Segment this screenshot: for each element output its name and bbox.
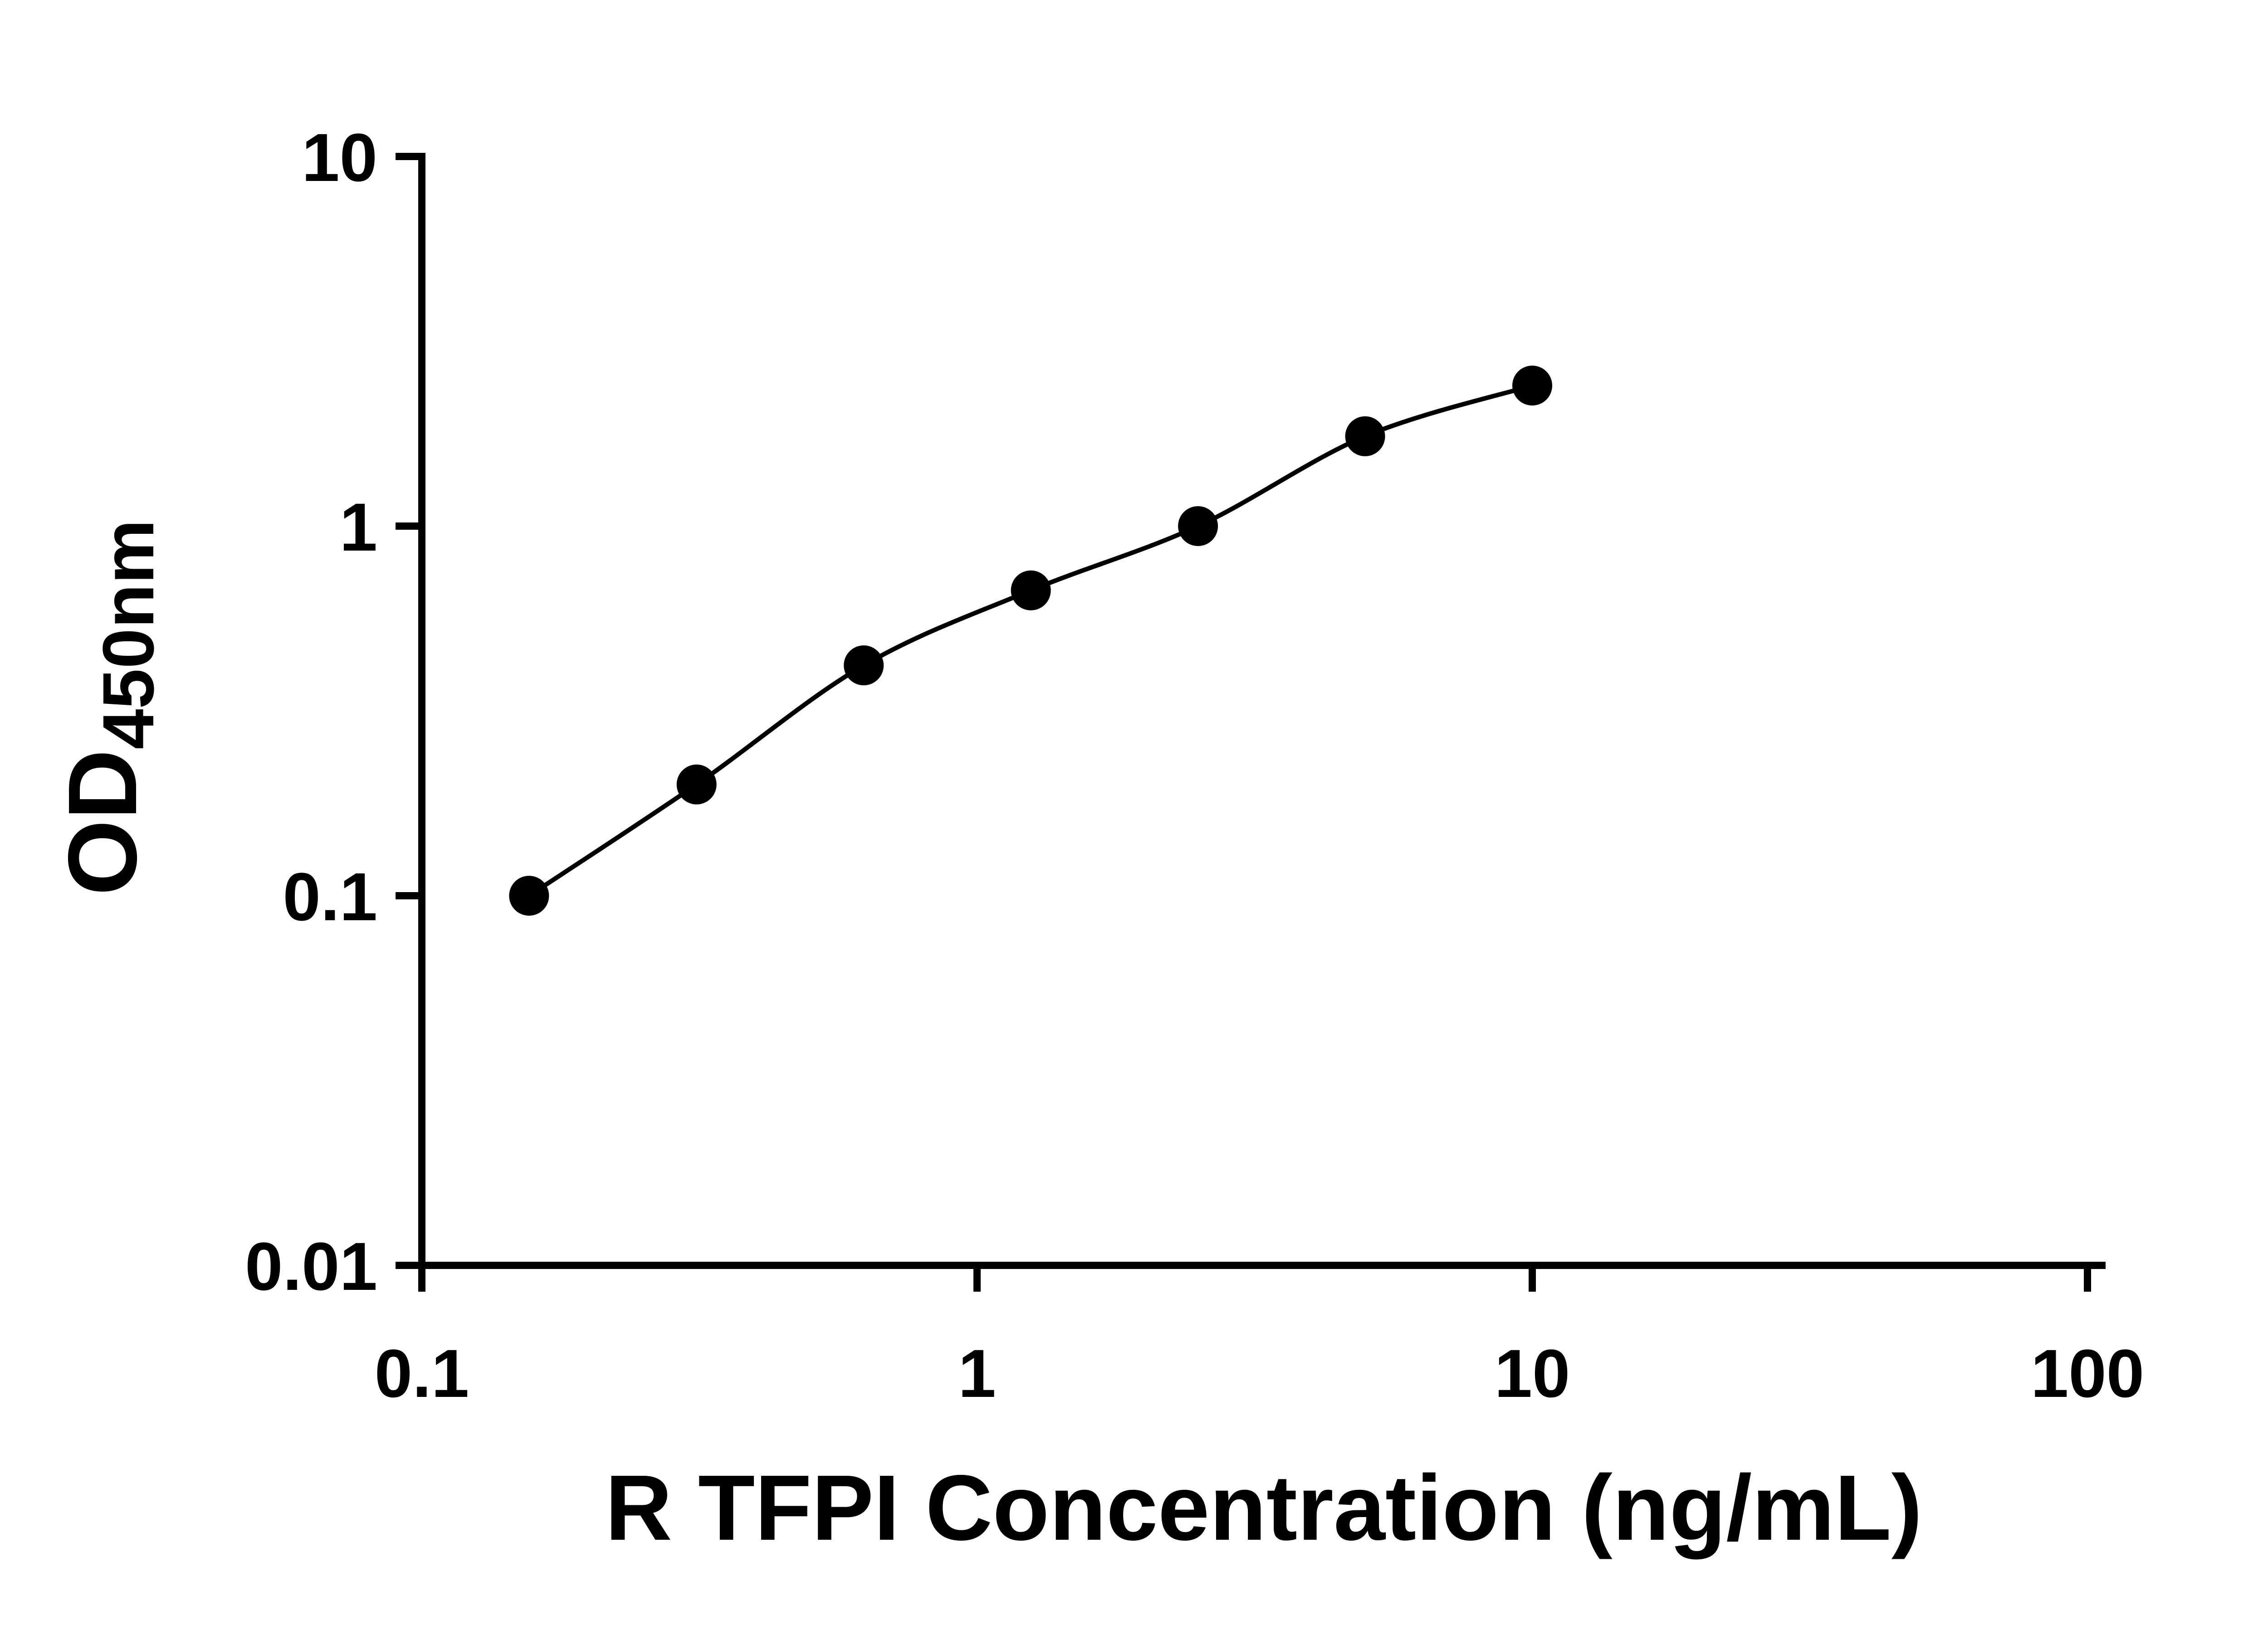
y-axis-label: OD450nm xyxy=(48,519,169,895)
y-axis-label-subscript: 450nm xyxy=(88,519,169,749)
data-point xyxy=(844,645,884,686)
y-tick-labels: 0.01 0.1 1 10 xyxy=(245,119,377,1304)
x-tick-labels: 0.1 1 10 100 xyxy=(375,1335,2144,1411)
fit-curve xyxy=(527,383,1535,898)
y-tick-label: 0.1 xyxy=(283,859,377,935)
data-point xyxy=(1512,366,1552,406)
x-tick-label: 10 xyxy=(1495,1335,1570,1411)
y-tick-label: 0.01 xyxy=(245,1228,377,1304)
x-ticks xyxy=(418,1265,2091,1292)
axes-spine xyxy=(418,153,2106,1269)
x-tick-label: 1 xyxy=(958,1335,996,1411)
data-points xyxy=(509,366,1552,916)
y-ticks xyxy=(396,153,422,1269)
x-tick-label: 0.1 xyxy=(375,1335,469,1411)
data-point xyxy=(509,876,549,916)
data-point xyxy=(1345,416,1385,456)
y-axis-label-main: OD xyxy=(48,749,157,896)
data-point xyxy=(676,764,717,805)
data-point xyxy=(1178,506,1218,546)
y-tick-label: 1 xyxy=(340,489,377,565)
data-point xyxy=(1011,570,1051,610)
y-tick-label: 10 xyxy=(302,119,377,195)
x-tick-label: 100 xyxy=(2031,1335,2144,1411)
x-axis-label: R TFPI Concentration (ng/mL) xyxy=(605,1456,1922,1560)
